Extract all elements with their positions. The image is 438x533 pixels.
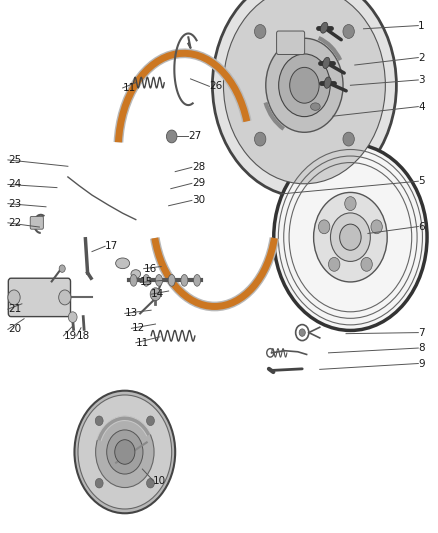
Text: 15: 15 (140, 278, 153, 287)
Text: 30: 30 (192, 196, 205, 205)
Circle shape (115, 440, 135, 464)
Text: 10: 10 (153, 476, 166, 486)
Circle shape (107, 430, 143, 474)
Text: 26: 26 (209, 82, 223, 91)
Text: 16: 16 (144, 264, 157, 273)
Circle shape (68, 312, 77, 322)
Text: 13: 13 (125, 309, 138, 318)
Circle shape (59, 290, 71, 305)
Circle shape (166, 130, 177, 143)
Text: 14: 14 (151, 289, 164, 299)
Text: 19: 19 (64, 331, 77, 341)
Text: 28: 28 (192, 163, 205, 172)
Ellipse shape (131, 270, 141, 278)
Text: 21: 21 (8, 304, 21, 314)
Ellipse shape (181, 274, 188, 286)
Text: 6: 6 (418, 222, 425, 231)
Circle shape (223, 0, 385, 184)
Circle shape (147, 479, 155, 488)
FancyBboxPatch shape (277, 31, 305, 54)
Circle shape (59, 265, 65, 272)
Circle shape (147, 416, 155, 425)
Circle shape (361, 257, 372, 271)
Text: 4: 4 (418, 102, 425, 111)
Circle shape (8, 290, 20, 305)
Circle shape (95, 416, 154, 488)
Circle shape (95, 416, 103, 425)
Circle shape (340, 224, 361, 250)
Ellipse shape (143, 274, 150, 286)
Ellipse shape (155, 274, 162, 286)
FancyBboxPatch shape (8, 278, 71, 317)
Ellipse shape (323, 58, 330, 68)
Circle shape (254, 132, 266, 146)
Circle shape (279, 54, 330, 117)
Text: 12: 12 (131, 324, 145, 333)
Text: 1: 1 (418, 21, 425, 30)
Circle shape (328, 257, 340, 271)
Circle shape (150, 288, 161, 301)
Text: 22: 22 (8, 218, 21, 228)
Text: 29: 29 (192, 179, 205, 188)
Circle shape (95, 479, 103, 488)
Circle shape (314, 192, 387, 282)
Circle shape (343, 25, 354, 38)
Circle shape (345, 197, 356, 211)
Text: 3: 3 (418, 75, 425, 85)
Text: 7: 7 (418, 328, 425, 337)
Ellipse shape (130, 274, 137, 286)
Text: 23: 23 (8, 199, 21, 208)
Ellipse shape (168, 274, 175, 286)
Ellipse shape (311, 103, 320, 110)
Ellipse shape (324, 77, 331, 88)
Circle shape (343, 132, 354, 146)
Text: 27: 27 (188, 132, 201, 141)
Circle shape (274, 144, 427, 330)
Text: 24: 24 (8, 180, 21, 189)
FancyBboxPatch shape (30, 216, 43, 229)
Circle shape (318, 220, 330, 234)
Ellipse shape (116, 258, 130, 269)
Circle shape (331, 213, 370, 262)
Text: 8: 8 (418, 343, 425, 353)
Text: 2: 2 (418, 53, 425, 62)
Circle shape (74, 391, 175, 513)
Circle shape (371, 220, 382, 234)
Text: 11: 11 (123, 83, 136, 93)
Text: 11: 11 (136, 338, 149, 348)
Ellipse shape (194, 274, 201, 286)
Circle shape (78, 395, 172, 509)
Text: 5: 5 (418, 176, 425, 186)
Text: 9: 9 (418, 359, 425, 368)
Circle shape (299, 329, 305, 336)
Text: 17: 17 (105, 241, 118, 251)
Text: 20: 20 (8, 325, 21, 334)
Text: 25: 25 (8, 155, 21, 165)
Ellipse shape (320, 22, 328, 33)
Circle shape (266, 38, 343, 132)
Circle shape (290, 67, 319, 103)
Text: 18: 18 (77, 331, 90, 341)
Circle shape (254, 25, 266, 38)
Circle shape (212, 0, 396, 197)
